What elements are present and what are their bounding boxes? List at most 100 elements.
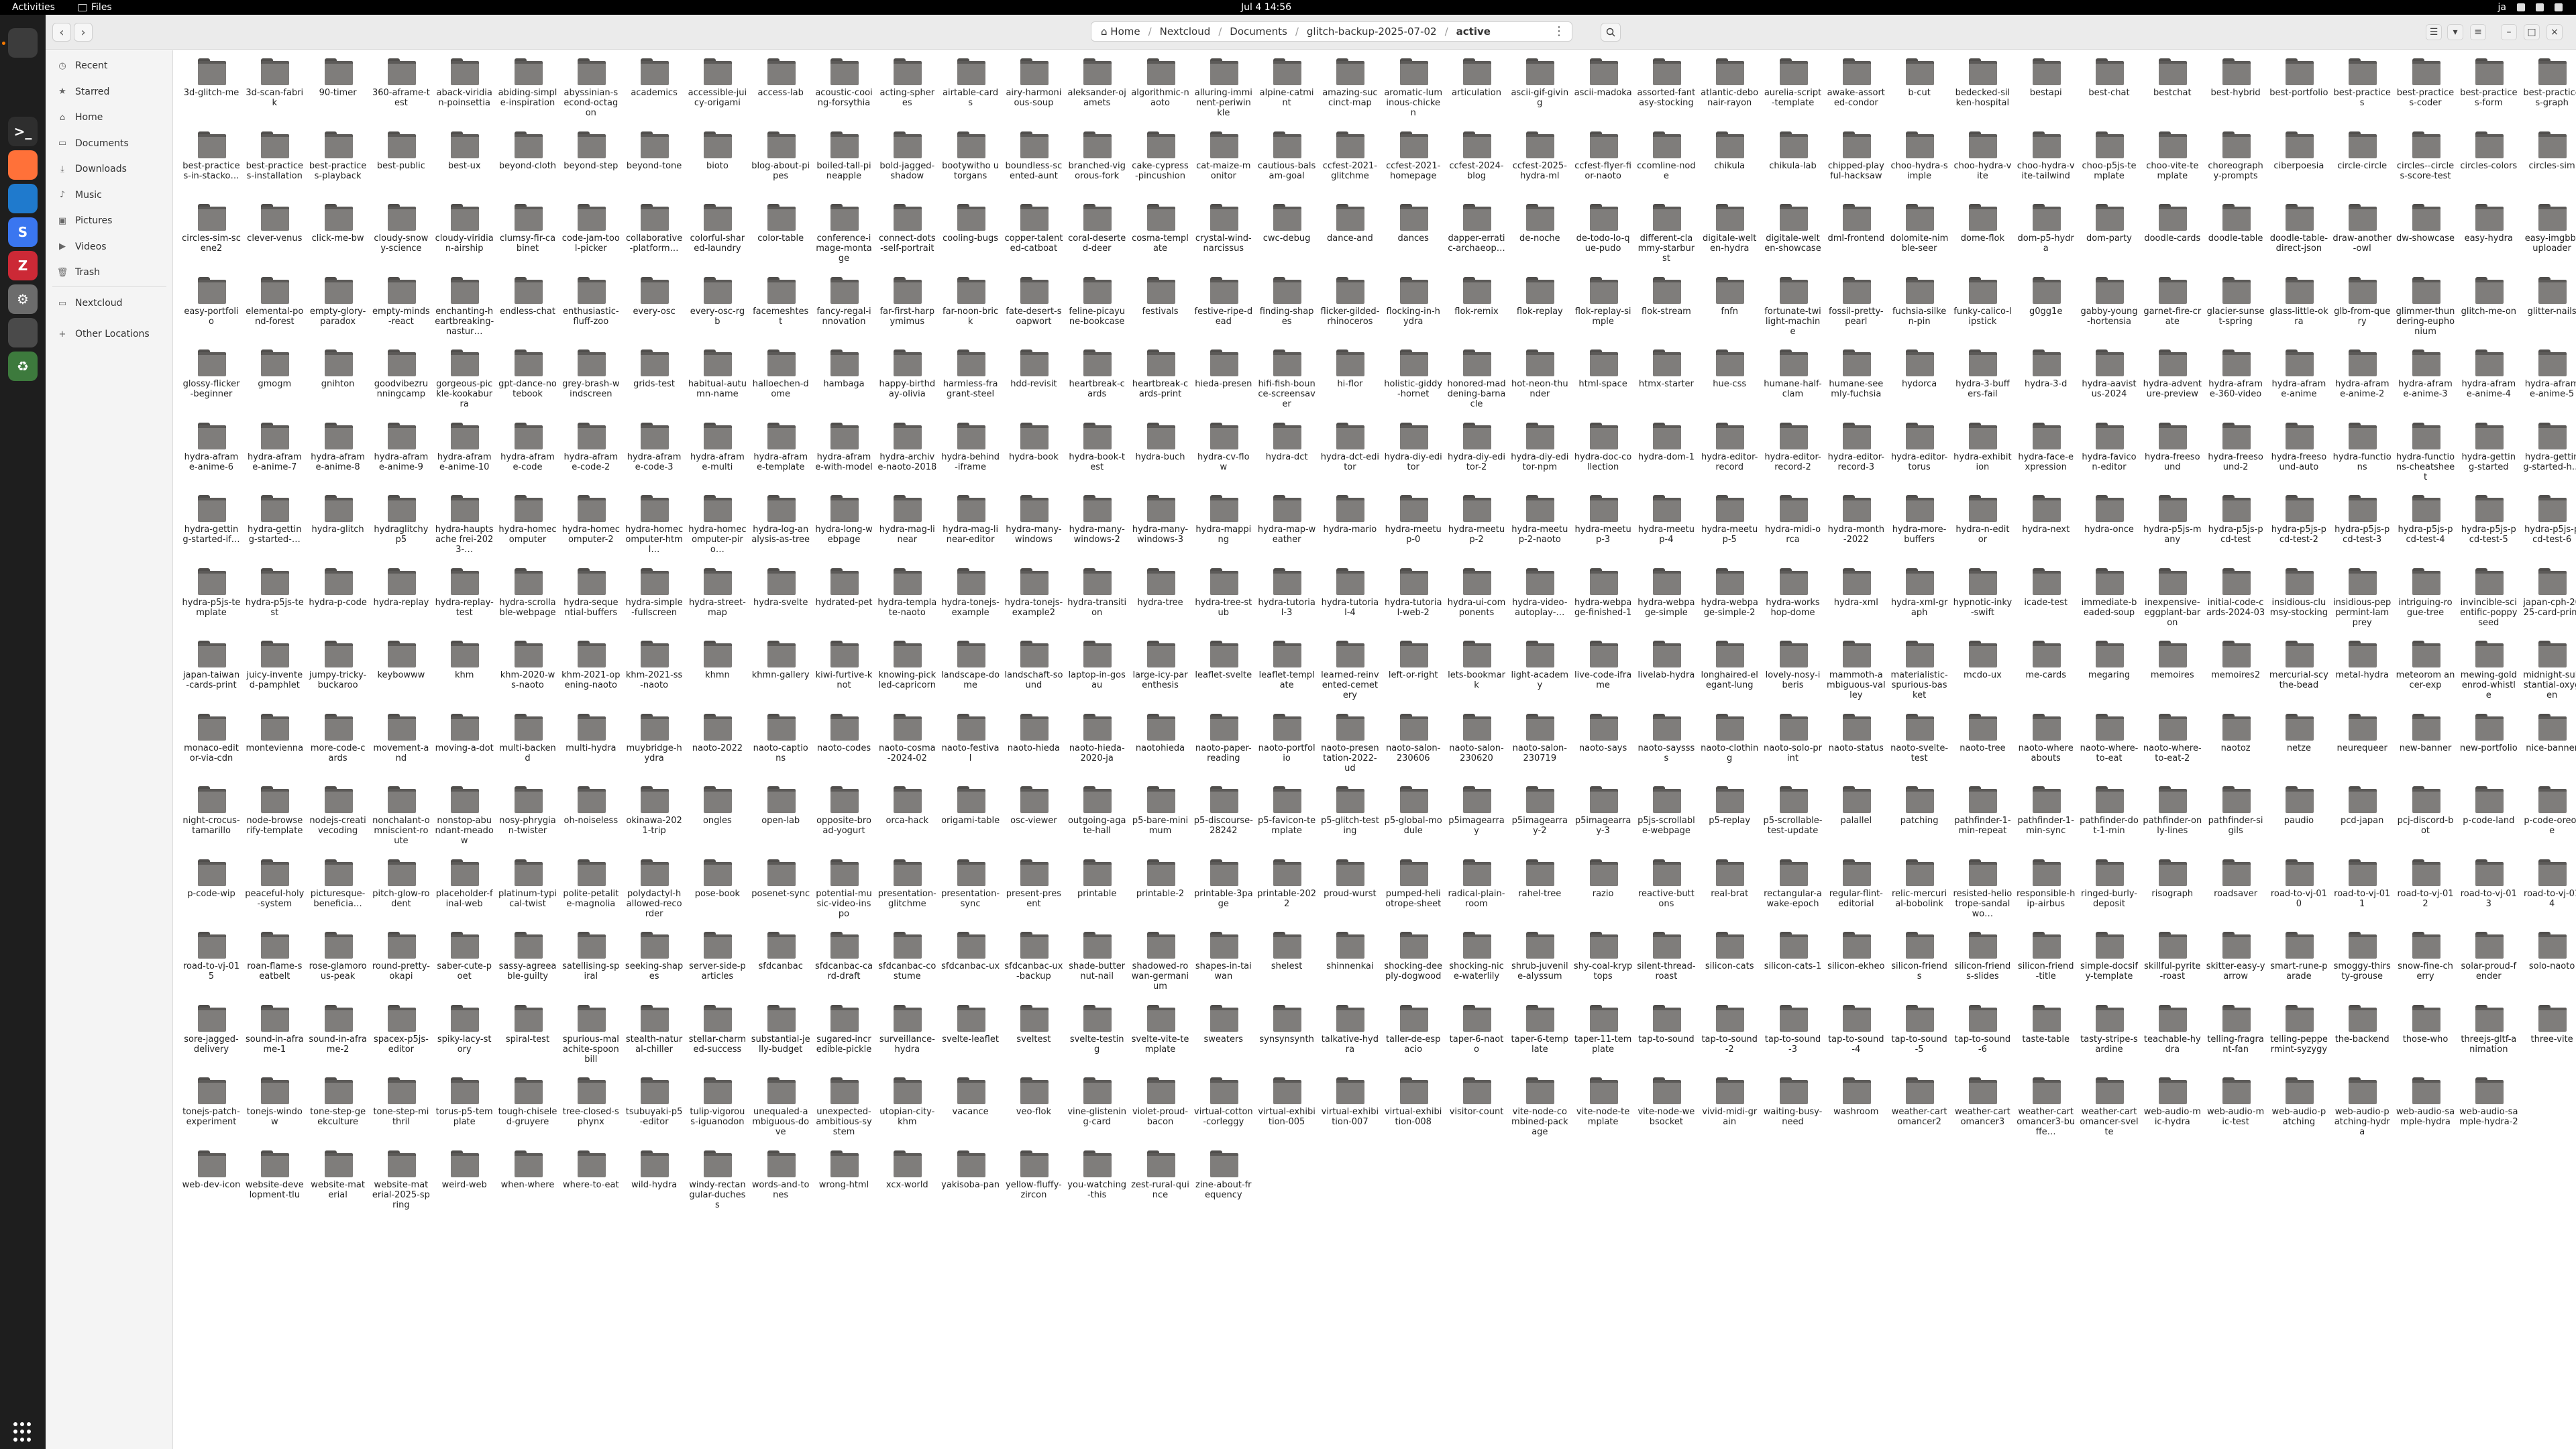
folder-item[interactable]: naoto-salon-230606 (1384, 711, 1443, 784)
folder-item[interactable]: osc-viewer (1004, 784, 1063, 856)
folder-item[interactable]: washroom (1827, 1075, 1886, 1147)
folder-item[interactable]: choo-hydra-vite-tailwind (2017, 129, 2076, 201)
folder-item[interactable]: hydra-functions-cheatsheet (2396, 420, 2455, 492)
folder-item[interactable]: color-table (751, 201, 810, 274)
folder-item[interactable]: easy-hydra (2459, 201, 2518, 274)
folder-item[interactable]: unexpected-ambitious-system (814, 1075, 873, 1147)
folder-item[interactable]: web-audio-patching (2269, 1075, 2328, 1147)
folder-item[interactable]: hydra-getting-started-h… (2522, 420, 2576, 492)
folder-item[interactable]: dom-p5-hydra (2017, 201, 2076, 274)
folder-item[interactable]: pathfinder-1-min-sync (2017, 784, 2076, 856)
folder-item[interactable]: light-academy (1510, 638, 1569, 710)
folder-item[interactable]: hydra-aframe-anime-4 (2459, 347, 2518, 419)
folder-item[interactable]: responsible-hip-airbus (2017, 857, 2076, 929)
folder-item[interactable]: leaflet-svelte (1194, 638, 1253, 710)
folder-item[interactable]: hydra-glitch (309, 492, 368, 565)
folder-item[interactable]: choreography-prompts (2206, 129, 2265, 201)
folder-item[interactable]: when-where (498, 1148, 557, 1220)
folder-item[interactable]: dome-flok (1953, 201, 2012, 274)
folder-item[interactable]: honored-maddening-barnacle (1447, 347, 1506, 419)
folder-item[interactable]: cwc-debug (1257, 201, 1316, 274)
folder-item[interactable]: hydra-editor-torus (1890, 420, 1949, 492)
folder-item[interactable]: weather-cartomancer-svelte (2080, 1075, 2139, 1147)
folder-item[interactable]: kiwi-furtive-knot (814, 638, 873, 710)
vscode-app[interactable] (8, 184, 38, 213)
folder-item[interactable]: risograph (2143, 857, 2202, 929)
folder-item[interactable]: hydra-3-buffers-fail (1953, 347, 2012, 419)
folder-item[interactable]: megaring (2080, 638, 2139, 710)
folder-item[interactable]: flocking-in-hydra (1384, 274, 1443, 347)
folder-item[interactable]: conference-image-montage (814, 201, 873, 274)
folder-item[interactable]: you-watching-this (1067, 1148, 1126, 1220)
folder-item[interactable]: hydra-many-windows-2 (1067, 492, 1126, 565)
folder-item[interactable]: flok-stream (1637, 274, 1696, 347)
folder-item[interactable]: nice-banner (2522, 711, 2576, 784)
folder-item[interactable]: naoto-sayssss (1637, 711, 1696, 784)
activities-button[interactable]: Activities (12, 2, 55, 13)
folder-item[interactable]: colorful-shared-laundry (688, 201, 747, 274)
folder-item[interactable]: weird-web (435, 1148, 494, 1220)
folder-item[interactable]: hydra-adventure-preview (2143, 347, 2202, 419)
folder-item[interactable]: hydra-webpage-simple-2 (1700, 566, 1759, 638)
folder-item[interactable]: humane-seemly-fuchsia (1827, 347, 1886, 419)
folder-item[interactable]: road-to-vj-014 (2522, 857, 2576, 929)
folder-item[interactable]: silicon-cats-1 (1764, 929, 1823, 1002)
sidebar-item-downloads[interactable]: ⤓ Downloads (52, 159, 166, 179)
path-bar[interactable]: ⌂ Home / Nextcloud / Documents / glitch-backup… (1091, 21, 1572, 42)
folder-item[interactable]: hydra-homecomputer-html… (625, 492, 684, 565)
folder-item[interactable]: rose-glamorous-peak (309, 929, 368, 1002)
folder-item[interactable]: hydra-more-buffers (1890, 492, 1949, 565)
folder-item[interactable]: virtual-cotton-corleggy (1194, 1075, 1253, 1147)
folder-item[interactable]: yakisoba-pan (941, 1148, 1000, 1220)
folder-item[interactable]: hydra-exhibition (1953, 420, 2012, 492)
folder-item[interactable]: hydrated-pet (814, 566, 873, 638)
folder-item[interactable]: festive-ripe-dead (1194, 274, 1253, 347)
folder-item[interactable]: stellar-charmed-success (688, 1002, 747, 1075)
folder-item[interactable]: hydra-cv-flow (1194, 420, 1253, 492)
folder-item[interactable]: easy-portfolio (182, 274, 241, 347)
folder-item[interactable]: immediate-beaded-soup (2080, 566, 2139, 638)
folder-item[interactable]: hydra-meetup-2 (1447, 492, 1506, 565)
folder-item[interactable]: hydra-long-webpage (814, 492, 873, 565)
folder-item[interactable]: vite-node-combined-package (1510, 1075, 1569, 1147)
folder-item[interactable]: best-practices-installation (245, 129, 304, 201)
folder-item[interactable]: ccfest-2021-glitchme (1320, 129, 1379, 201)
folder-item[interactable]: boiled-tall-pineapple (814, 129, 873, 201)
folder-item[interactable]: halloechen-dome (751, 347, 810, 419)
folder-item[interactable]: hydra-getting-started (2459, 420, 2518, 492)
folder-item[interactable]: hydra-freesound (2143, 420, 2202, 492)
folder-item[interactable]: hydra-p5js-pcd-test-4 (2396, 492, 2455, 565)
folder-item[interactable]: ascii-gif-giving (1510, 56, 1569, 128)
folder-item[interactable]: de-todo-lo-que-pudo (1574, 201, 1633, 274)
folder-item[interactable]: fnfn (1700, 274, 1759, 347)
folder-item[interactable]: cat-maize-monitor (1194, 129, 1253, 201)
folder-item[interactable]: hydra-diy-editor (1384, 420, 1443, 492)
folder-item[interactable]: p5-scrollable-test-update (1764, 784, 1823, 856)
folder-item[interactable]: roan-flame-seatbelt (245, 929, 304, 1002)
folder-item[interactable]: naoto-salon-230620 (1447, 711, 1506, 784)
folder-item[interactable]: p5imagearray-2 (1510, 784, 1569, 856)
folder-item[interactable]: japan-taiwan-cards-print (182, 638, 241, 710)
folder-item[interactable]: hydra-tonejs-example (941, 566, 1000, 638)
folder-item[interactable]: gmogm (245, 347, 304, 419)
folder-item[interactable]: hydra-aframe-template (751, 420, 810, 492)
folder-item[interactable]: pathfinder-dot-1-min (2080, 784, 2139, 856)
folder-item[interactable]: tsubuyaki-p5-editor (625, 1075, 684, 1147)
folder-item[interactable]: hydra-n-editor (1953, 492, 2012, 565)
folder-item[interactable]: those-who (2396, 1002, 2455, 1075)
folder-item[interactable]: sfdcanbac-ux-backup (1004, 929, 1063, 1002)
folder-item[interactable]: smoggy-thirsty-grouse (2332, 929, 2392, 1002)
folder-item[interactable]: hydra-meetup-0 (1384, 492, 1443, 565)
folder-item[interactable]: memoires (2143, 638, 2202, 710)
folder-item[interactable]: cooling-bugs (941, 201, 1000, 274)
folder-item[interactable]: new-banner (2396, 711, 2455, 784)
folder-item[interactable]: relic-mercurial-bobolink (1890, 857, 1949, 929)
folder-item[interactable]: saber-cute-poet (435, 929, 494, 1002)
folder-item[interactable]: real-brat (1700, 857, 1759, 929)
folder-item[interactable]: presentation-sync (941, 857, 1000, 929)
folder-item[interactable]: nonchalant-omniscient-route (372, 784, 431, 856)
folder-item[interactable]: satellising-spiral (561, 929, 621, 1002)
folder-item[interactable]: htmx-starter (1637, 347, 1696, 419)
folder-item[interactable]: silicon-ekheo (1827, 929, 1886, 1002)
folder-item[interactable]: spiral-test (498, 1002, 557, 1075)
